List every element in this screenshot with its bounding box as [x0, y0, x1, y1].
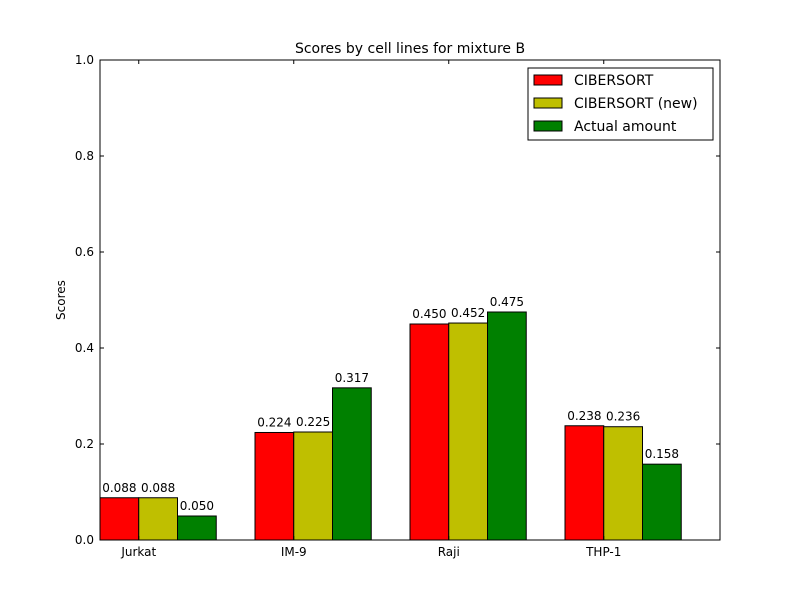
bar-jurkat-series-3 — [177, 515, 217, 541]
bar-im-9-series-3 — [332, 387, 372, 541]
y-tick-label: 0.0 — [75, 533, 94, 547]
y-tick-label: 0.6 — [75, 245, 94, 259]
axes-layer: 0.0 0.2 0.4 0.6 0.8 1.0 Jurkat IM-9 Raji THP-1 — [75, 53, 721, 559]
x-tick-label: THP-1 — [585, 545, 621, 559]
y-tick-label: 0.8 — [75, 149, 94, 163]
legend: CIBERSORT CIBERSORT (new) Actual amount — [527, 67, 714, 141]
plot-frame — [99, 59, 721, 541]
data-label: 0.450 — [412, 307, 446, 321]
legend-swatch — [533, 74, 563, 86]
data-label: 0.088 — [102, 481, 136, 495]
bar-raji-series-3 — [487, 311, 527, 541]
bar-raji-series-1 — [409, 323, 450, 541]
legend-label: CIBERSORT (new) — [574, 96, 698, 112]
bar-jurkat-series-1 — [99, 497, 140, 541]
chart-title: Scores by cell lines for mixture B — [295, 41, 525, 57]
bar-raji-series-2 — [448, 322, 488, 541]
data-label: 0.238 — [567, 409, 601, 423]
x-tick-label: IM-9 — [281, 545, 307, 559]
y-tick-label: 0.2 — [75, 437, 94, 451]
legend-swatch — [533, 97, 563, 109]
x-tick-label: Raji — [438, 545, 460, 559]
data-label: 0.225 — [296, 415, 330, 429]
data-label: 0.317 — [335, 371, 369, 385]
bar-jurkat-series-2 — [138, 497, 178, 541]
data-label: 0.158 — [645, 447, 679, 461]
bar-thp-1-series-3 — [642, 463, 682, 541]
data-label: 0.224 — [257, 415, 291, 429]
legend-label: Actual amount — [574, 119, 677, 135]
x-tick-label: Jurkat — [120, 545, 156, 559]
data-label: 0.475 — [490, 295, 524, 309]
bars-layer: 0.088 0.224 0.450 0.238 0.088 0.225 0.452 0.236… — [99, 295, 682, 541]
bar-thp-1-series-2 — [603, 426, 643, 541]
data-label: 0.050 — [180, 499, 214, 513]
bar-im-9-series-2 — [293, 431, 333, 541]
legend-label: CIBERSORT — [574, 73, 654, 89]
y-tick-label: 1.0 — [75, 53, 94, 67]
bar-thp-1-series-1 — [564, 425, 605, 541]
y-axis-label: Scores — [54, 280, 68, 320]
data-label: 0.452 — [451, 306, 485, 320]
data-label: 0.088 — [141, 481, 175, 495]
data-label: 0.236 — [606, 410, 640, 424]
bar-im-9-series-1 — [254, 431, 295, 541]
y-tick-label: 0.4 — [75, 341, 94, 355]
legend-swatch — [533, 120, 563, 132]
